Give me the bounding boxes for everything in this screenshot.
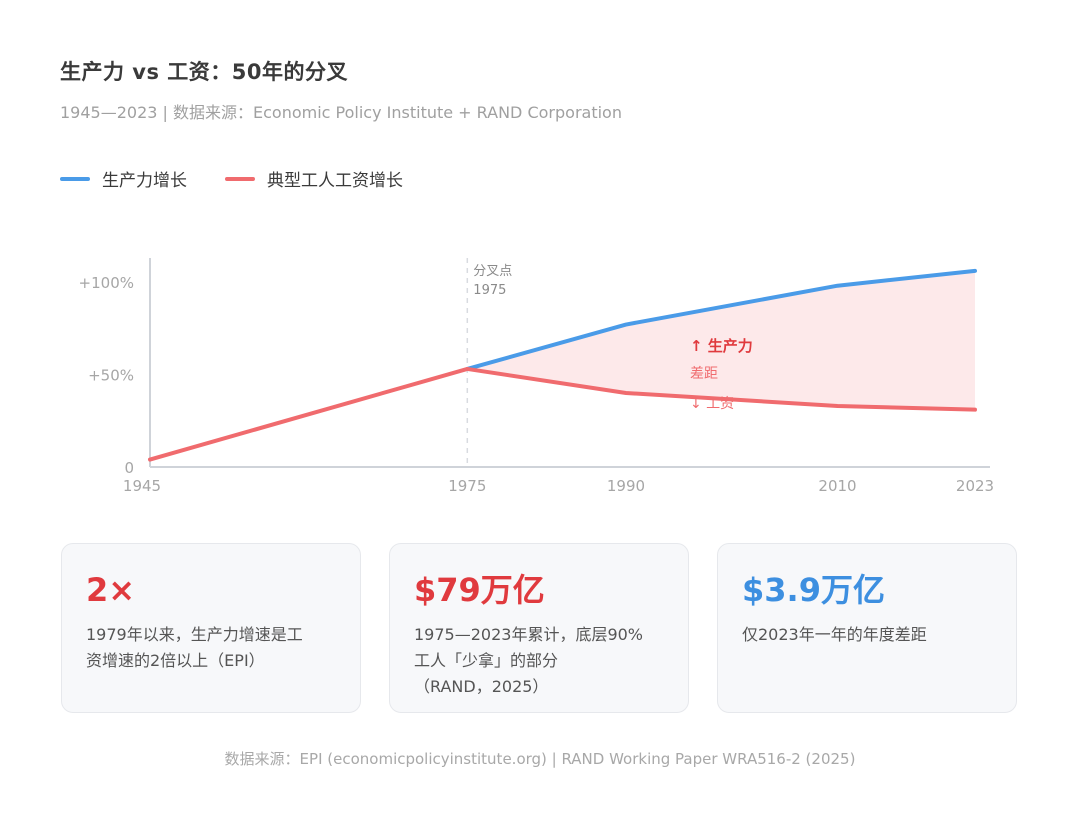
- legend-label-productivity: 生产力增长: [102, 171, 187, 191]
- productivity-line: [465, 268, 977, 371]
- legend-item-wages: 典型工人工资增长: [225, 166, 403, 191]
- divergence-label: 分叉点: [473, 264, 512, 279]
- line-chart: 分叉点 1975 0 +50% +100% 1945 1975 1990 2010 2023 ↑ 生…: [79, 258, 994, 495]
- stat-value: $3.9万亿: [742, 571, 885, 609]
- page-title: 生产力 vs 工资：50年的分叉: [60, 60, 349, 84]
- gap-label: 差距: [690, 366, 718, 382]
- x-tick-label: 2023: [956, 477, 994, 495]
- x-tick-label: 1945: [123, 477, 161, 495]
- stat-card-cumulative-gap: $79万亿 1975—2023年累计，底层90% 工人「少拿」的部分 （RAND…: [389, 543, 689, 713]
- x-tick-label: 1990: [607, 477, 645, 495]
- stat-value: 2×: [86, 571, 136, 609]
- legend-item-productivity: 生产力增长: [60, 166, 187, 191]
- legend-label-wages: 典型工人工资增长: [267, 171, 403, 191]
- stat-card-annual-gap: $3.9万亿 仅2023年一年的年度差距: [717, 543, 1017, 713]
- y-tick-label: 0: [124, 459, 134, 477]
- stat-value: $79万亿: [414, 571, 545, 609]
- y-tick-label: +100%: [79, 274, 134, 292]
- divergence-year-label: 1975: [473, 283, 506, 298]
- stat-card-growth-ratio: 2× 1979年以来，生产力增速是工 资增速的2倍以上（EPI）: [61, 543, 361, 713]
- source-footer: 数据来源：EPI (economicpolicyinstitute.org) |…: [224, 750, 856, 768]
- gap-label-wages: ↓ 工资: [690, 396, 734, 412]
- page-subtitle: 1945—2023 | 数据来源：Economic Policy Institu…: [60, 103, 622, 122]
- legend-swatch-productivity: [60, 176, 90, 181]
- gap-label-productivity: ↑ 生产力: [690, 337, 753, 355]
- wages-line: [148, 366, 977, 462]
- gap-area: [467, 270, 975, 410]
- stat-description: 1979年以来，生产力增速是工 资增速的2倍以上（EPI）: [86, 625, 303, 670]
- legend-swatch-wages: [225, 176, 255, 181]
- chart-legend: 生产力增长 典型工人工资增长: [60, 166, 441, 191]
- y-tick-label: +50%: [88, 367, 134, 385]
- stat-description: 1975—2023年累计，底层90% 工人「少拿」的部分 （RAND，2025）: [414, 625, 644, 696]
- x-tick-label: 1975: [448, 477, 486, 495]
- x-tick-label: 2010: [818, 477, 856, 495]
- stat-description: 仅2023年一年的年度差距: [742, 625, 927, 644]
